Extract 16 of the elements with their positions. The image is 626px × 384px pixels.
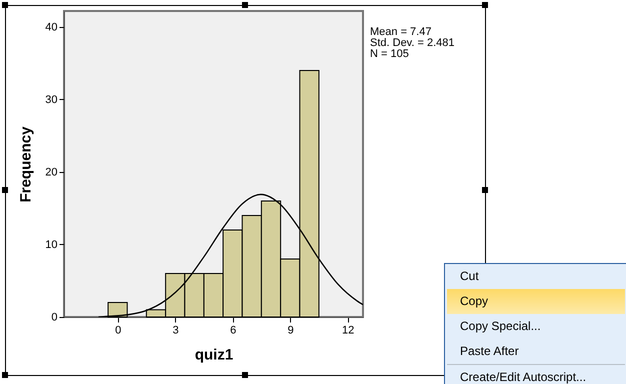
x-axis-title: quiz1 [194,346,234,364]
text: N = 105 [370,48,410,60]
x-tick-label: 9 [288,324,294,336]
x-tick-label: 6 [230,324,236,336]
x-tick-label: 3 [172,324,179,336]
y-axis-title: Frequency [17,126,34,202]
text: Mean = 7.47 [370,26,432,38]
y-tick-label: 20 [45,166,58,178]
text: Std. Dev. = 2.481 [370,37,454,49]
y-tick-label: 0 [51,312,58,324]
y-tick-label: 10 [45,238,58,251]
y-tick-label: 40 [45,21,58,34]
y-tick-label: 30 [45,94,58,106]
x-tick-label: 0 [115,324,122,336]
x-tick-label: 12 [342,324,354,336]
context-menu: Cut Copy Copy Special... Paste After Create/Edit Autoscript... [444,263,626,384]
